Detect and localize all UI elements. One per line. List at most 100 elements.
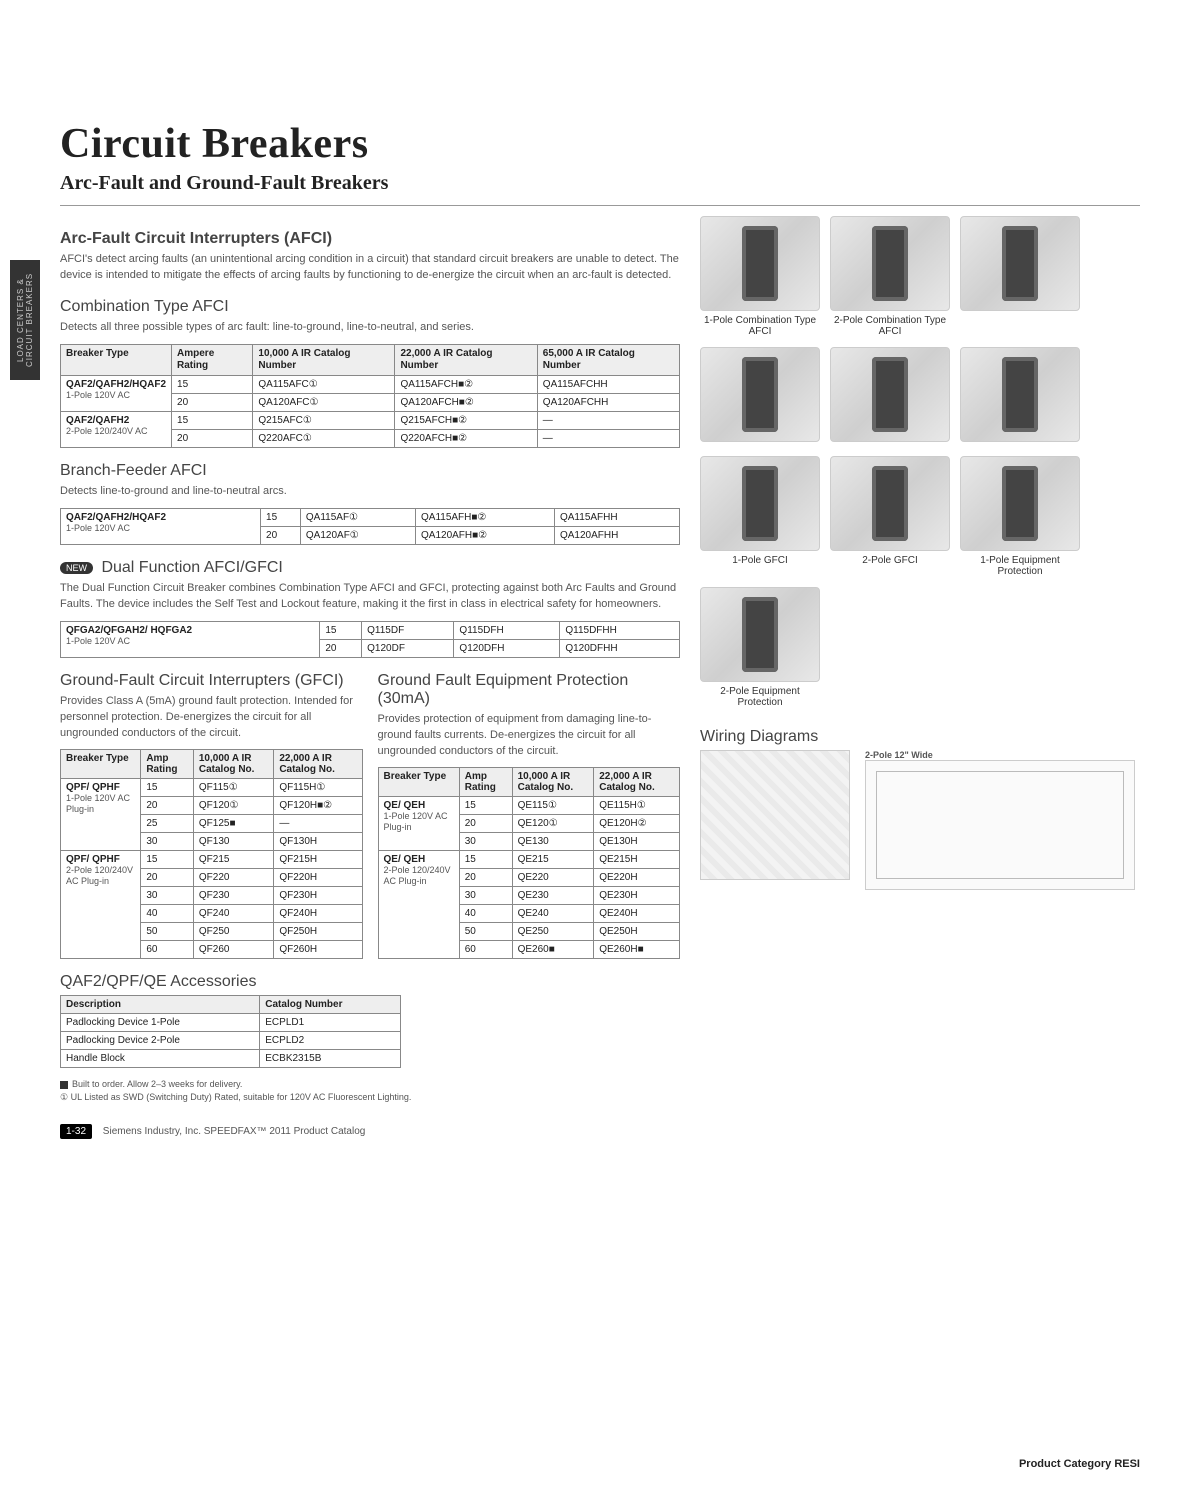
product-images-grid: 1-Pole Combination Type AFCI 2-Pole Combi… — [700, 216, 1140, 708]
dual-table: QFGA2/QFGAH2/ HQFGA21-Pole 120V AC15Q115… — [60, 621, 680, 658]
data-cell: QF240H — [274, 905, 362, 923]
col-h: 22,000 A IR Catalog Number — [395, 344, 537, 375]
acc-table: Description Catalog Number Padlocking De… — [60, 995, 401, 1068]
col-h: Breaker Type — [378, 768, 459, 797]
data-cell: QE230H — [594, 887, 680, 905]
col-h: 10,000 A IR Catalog No. — [193, 750, 273, 779]
data-cell: 20 — [261, 526, 301, 544]
acc-heading: QAF2/QPF/QE Accessories — [60, 973, 680, 991]
data-cell: 50 — [141, 923, 194, 941]
breaker-type-cell: QPF/ QPHF1-Pole 120V AC Plug-in — [61, 779, 141, 851]
dual-desc: The Dual Function Circuit Breaker combin… — [60, 581, 680, 613]
product-image-placeholder — [960, 216, 1080, 311]
data-cell: QE115H① — [594, 797, 680, 815]
gfci-table: Breaker Type Amp Rating 10,000 A IR Cata… — [60, 749, 363, 959]
gfci-desc: Provides Class A (5mA) ground fault prot… — [60, 694, 363, 742]
square-bullet-icon — [60, 1081, 68, 1089]
afci-heading: Arc-Fault Circuit Interrupters (AFCI) — [60, 230, 680, 248]
data-cell: 30 — [459, 833, 512, 851]
product-thumb — [960, 347, 1080, 446]
data-cell: QA120AFHH — [554, 526, 679, 544]
data-cell: QF115① — [193, 779, 273, 797]
data-cell: 20 — [172, 429, 253, 447]
data-cell: 30 — [141, 887, 194, 905]
data-cell: 20 — [320, 639, 362, 657]
data-cell: QA120AFH■② — [416, 526, 555, 544]
product-label: 2-Pole GFCI — [830, 555, 950, 566]
data-cell: Q120DFHH — [560, 639, 680, 657]
afci-desc: AFCI's detect arcing faults (an unintent… — [60, 252, 680, 284]
product-image-placeholder — [700, 347, 820, 442]
data-cell: QF250 — [193, 923, 273, 941]
data-cell: — — [537, 411, 679, 429]
data-cell: 15 — [172, 375, 253, 393]
product-thumb: 1-Pole Combination Type AFCI — [700, 216, 820, 337]
data-cell: Padlocking Device 1-Pole — [61, 1014, 260, 1032]
product-image-placeholder — [700, 216, 820, 311]
data-cell: QF120H■② — [274, 797, 362, 815]
data-cell: 15 — [261, 508, 301, 526]
data-cell: — — [274, 815, 362, 833]
breaker-type-cell: QAF2/QAFH2/HQAF21-Pole 120V AC — [61, 508, 261, 544]
col-h: Ampere Rating — [172, 344, 253, 375]
branch-table: QAF2/QAFH2/HQAF21-Pole 120V AC15QA115AF①… — [60, 508, 680, 545]
wiring-diagram-1 — [700, 750, 850, 880]
data-cell: ECPLD1 — [260, 1014, 401, 1032]
data-cell: 30 — [459, 887, 512, 905]
data-cell: Handle Block — [61, 1050, 260, 1068]
product-label: 2-Pole Equipment Protection — [700, 686, 820, 708]
footnotes: Built to order. Allow 2–3 weeks for deli… — [60, 1078, 680, 1103]
data-cell: QE130H — [594, 833, 680, 851]
new-badge: NEW — [60, 562, 93, 574]
data-cell: Q220AFC① — [253, 429, 395, 447]
col-h: Breaker Type — [61, 344, 172, 375]
data-cell: QF120① — [193, 797, 273, 815]
product-image-placeholder — [830, 456, 950, 551]
data-cell: Q120DFH — [454, 639, 560, 657]
data-cell: QA120AF① — [300, 526, 415, 544]
product-thumb: 2-Pole Combination Type AFCI — [830, 216, 950, 337]
branch-desc: Detects line-to-ground and line-to-neutr… — [60, 484, 680, 500]
data-cell: 25 — [141, 815, 194, 833]
data-cell: 20 — [141, 869, 194, 887]
page-subtitle: Arc-Fault and Ground-Fault Breakers — [60, 172, 1140, 195]
data-cell: QE115① — [512, 797, 594, 815]
data-cell: QF215H — [274, 851, 362, 869]
data-cell: QF130H — [274, 833, 362, 851]
product-thumb — [700, 347, 820, 446]
data-cell: QA120AFCH■② — [395, 393, 537, 411]
data-cell: QA115AFCHH — [537, 375, 679, 393]
note-1: Built to order. Allow 2–3 weeks for deli… — [72, 1079, 242, 1089]
product-image-placeholder — [830, 347, 950, 442]
data-cell: QA120AFCHH — [537, 393, 679, 411]
data-cell: 30 — [141, 833, 194, 851]
page-number-badge: 1-32 — [60, 1124, 92, 1139]
data-cell: QE250H — [594, 923, 680, 941]
comb-desc: Detects all three possible types of arc … — [60, 320, 680, 336]
data-cell: 15 — [141, 851, 194, 869]
data-cell: QF115H① — [274, 779, 362, 797]
comb-heading: Combination Type AFCI — [60, 298, 680, 316]
product-label: 1-Pole Combination Type AFCI — [700, 315, 820, 337]
footer-text: Siemens Industry, Inc. SPEEDFAX™ 2011 Pr… — [103, 1126, 366, 1137]
data-cell: Q115DF — [362, 621, 454, 639]
data-cell: QA115AFH■② — [416, 508, 555, 526]
data-cell: QE240 — [512, 905, 594, 923]
data-cell: — — [537, 429, 679, 447]
side-tab: LOAD CENTERS & CIRCUIT BREAKERS — [10, 260, 40, 380]
col-h: Description — [61, 996, 260, 1014]
data-cell: QF230H — [274, 887, 362, 905]
product-label: 1-Pole Equipment Protection — [960, 555, 1080, 577]
data-cell: QE130 — [512, 833, 594, 851]
data-cell: QF215 — [193, 851, 273, 869]
data-cell: 15 — [320, 621, 362, 639]
data-cell: ECPLD2 — [260, 1032, 401, 1050]
data-cell: QE240H — [594, 905, 680, 923]
footer: 1-32 Siemens Industry, Inc. SPEEDFAX™ 20… — [60, 1124, 680, 1139]
breaker-type-cell: QAF2/QAFH22-Pole 120/240V AC — [61, 411, 172, 447]
divider — [60, 205, 1140, 206]
product-image-placeholder — [830, 216, 950, 311]
branch-heading: Branch-Feeder AFCI — [60, 462, 680, 480]
gfep-heading: Ground Fault Equipment Protection (30mA) — [378, 672, 681, 708]
data-cell: 60 — [141, 941, 194, 959]
